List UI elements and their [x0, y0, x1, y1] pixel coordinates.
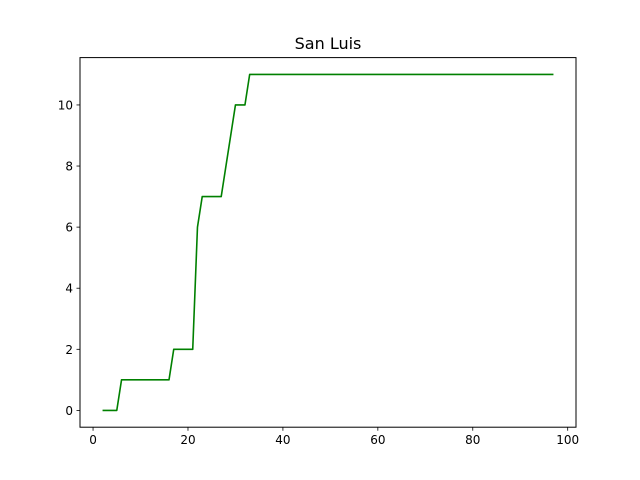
x-tick-label: 20	[180, 433, 195, 447]
plot-area	[102, 73, 554, 412]
chart-title: San Luis	[295, 34, 362, 53]
y-tick-label: 4	[65, 282, 73, 296]
y-axis: 0 2 4 6 8 10	[58, 98, 80, 418]
y-tick-label: 8	[65, 160, 73, 174]
x-tick-label: 60	[370, 433, 385, 447]
series-line	[102, 73, 554, 412]
x-tick-label: 0	[89, 433, 97, 447]
x-axis: 0 20 40 60 80 100	[89, 427, 579, 447]
x-tick-label: 80	[465, 433, 480, 447]
y-tick-label: 10	[58, 98, 73, 112]
x-tick-label: 40	[275, 433, 290, 447]
x-tick-label: 100	[556, 433, 579, 447]
axes-frame	[79, 57, 577, 428]
y-tick-label: 0	[65, 404, 73, 418]
y-tick-label: 6	[65, 221, 73, 235]
y-tick-label: 2	[65, 343, 73, 357]
